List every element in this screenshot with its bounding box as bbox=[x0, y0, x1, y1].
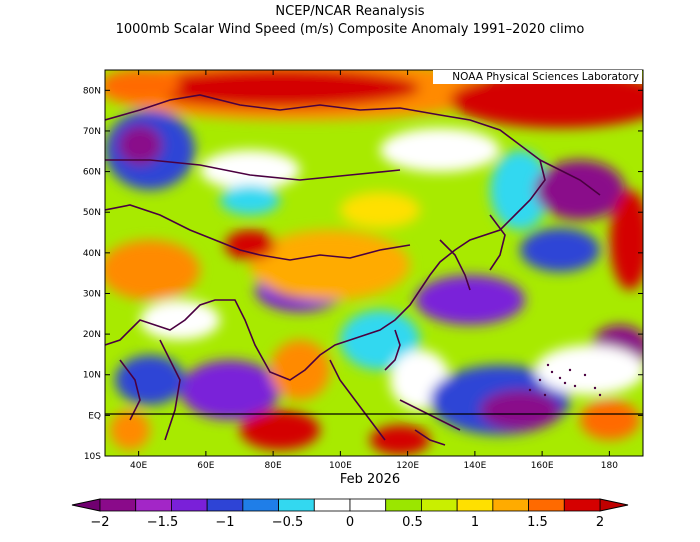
island-dot bbox=[558, 376, 562, 380]
lat-tick-label: 70N bbox=[83, 127, 101, 137]
lat-tick-label: 50N bbox=[83, 208, 101, 218]
lon-tick-label: 80E bbox=[265, 461, 282, 471]
colorbar-swatch bbox=[349, 498, 387, 512]
lon-tick-label: 120E bbox=[396, 461, 419, 471]
lat-tick-label: 10N bbox=[83, 371, 101, 381]
island-dot bbox=[538, 378, 542, 382]
colorbar-swatch bbox=[171, 498, 208, 512]
lat-tick-label: 40N bbox=[83, 249, 101, 259]
island-dot bbox=[583, 373, 587, 377]
island-dot bbox=[528, 388, 532, 392]
island-dot bbox=[593, 386, 597, 390]
colorbar-labels: −2 −1.5 −1 −0.5 0 0.5 1 1.5 2 bbox=[90, 515, 604, 530]
colorbar-tick-label: −1.5 bbox=[147, 515, 179, 530]
colorbar-swatch bbox=[492, 498, 529, 512]
colorbar-swatch bbox=[135, 498, 172, 512]
island-dot bbox=[568, 368, 572, 372]
island-dot bbox=[546, 363, 550, 367]
lat-tick-label: 80N bbox=[83, 86, 101, 96]
map-frame bbox=[104, 69, 644, 457]
island-dot bbox=[550, 370, 554, 374]
lon-tick-label: 60E bbox=[197, 461, 214, 471]
latitude-labels: 80N 70N 60N 50N 40N 30N 20N 10N EQ 10S bbox=[83, 86, 101, 462]
colorbar-tick-label: 2 bbox=[596, 515, 604, 530]
longitude-labels: 40E 60E 80E 100E 120E 140E 160E 180 bbox=[130, 461, 618, 471]
colorbar-tick-label: −0.5 bbox=[272, 515, 304, 530]
lon-tick-label: 160E bbox=[531, 461, 554, 471]
anomaly-field bbox=[105, 70, 643, 456]
colorbar-swatch bbox=[528, 498, 565, 512]
colorbar-swatch bbox=[421, 498, 458, 512]
island-dot bbox=[563, 381, 567, 385]
lat-tick-label: EQ bbox=[88, 411, 101, 421]
figure-title: NCEP/NCAR Reanalysis bbox=[275, 4, 425, 19]
island-dot bbox=[598, 393, 602, 397]
lat-tick-label: 10S bbox=[84, 452, 101, 462]
lon-tick-label: 140E bbox=[463, 461, 486, 471]
colorbar-swatch bbox=[206, 498, 244, 512]
island-dot bbox=[573, 384, 577, 388]
lat-tick-label: 30N bbox=[83, 289, 101, 299]
colorbar-tick-label: 0 bbox=[346, 515, 354, 530]
colorbar-swatch bbox=[242, 498, 279, 512]
colorbar-swatch bbox=[563, 498, 601, 512]
lat-tick-label: 60N bbox=[83, 168, 101, 178]
credit-label: NOAA Physical Sciences Laboratory bbox=[433, 70, 642, 84]
colorbar bbox=[71, 498, 629, 512]
colorbar-tick-label: −1 bbox=[215, 515, 234, 530]
date-label: Feb 2026 bbox=[339, 472, 401, 487]
colorbar-under-arrow bbox=[71, 498, 101, 512]
colorbar-swatch bbox=[385, 498, 422, 512]
colorbar-tick-label: 1 bbox=[471, 515, 479, 530]
island-dot bbox=[543, 393, 547, 397]
figure-subtitle: 1000mb Scalar Wind Speed (m/s) Composite… bbox=[115, 22, 585, 37]
coastlines bbox=[105, 94, 601, 446]
colorbar-swatch bbox=[99, 498, 137, 512]
lon-tick-label: 100E bbox=[329, 461, 352, 471]
colorbar-tick-label: 0.5 bbox=[402, 515, 423, 530]
colorbar-tick-label: 1.5 bbox=[527, 515, 548, 530]
lat-tick-label: 20N bbox=[83, 330, 101, 340]
lon-tick-label: 180 bbox=[601, 461, 618, 471]
colorbar-over-arrow bbox=[599, 498, 629, 512]
colorbar-swatch bbox=[278, 498, 315, 512]
colorbar-swatch bbox=[313, 498, 351, 512]
colorbar-swatch bbox=[456, 498, 494, 512]
lon-tick-label: 40E bbox=[130, 461, 147, 471]
colorbar-tick-label: −2 bbox=[90, 515, 109, 530]
